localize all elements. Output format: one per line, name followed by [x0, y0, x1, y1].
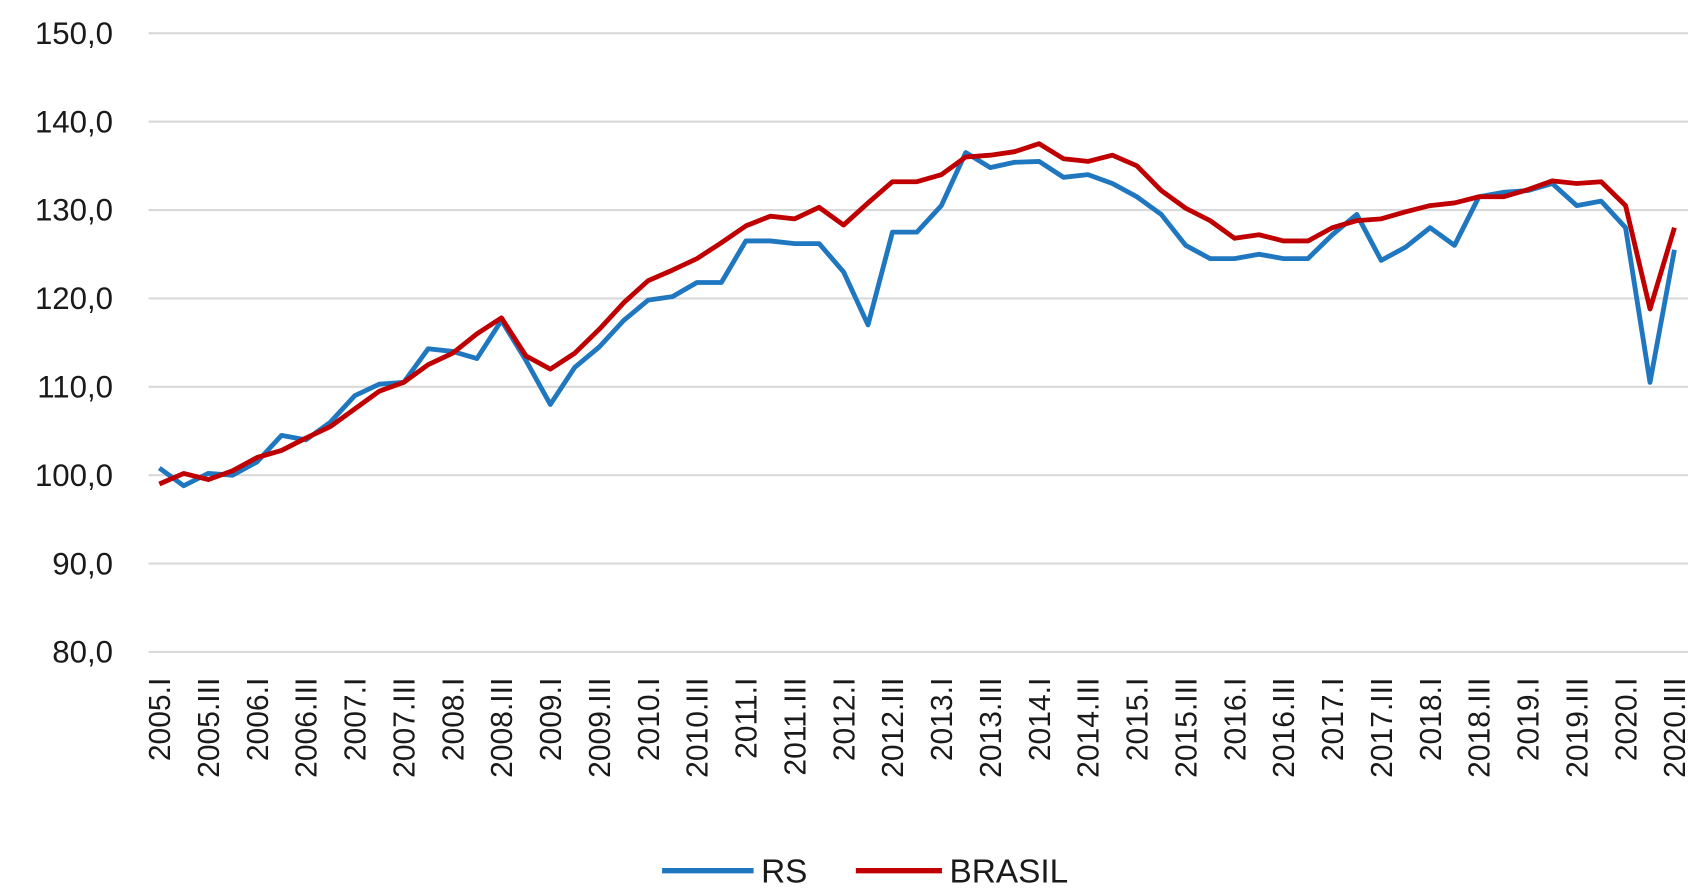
- y-tick-label: 150,0: [35, 16, 113, 51]
- y-tick-label: 110,0: [37, 370, 113, 405]
- x-tick-label: 2016.III: [1268, 678, 1301, 778]
- x-tick-label: 2019.I: [1513, 678, 1546, 761]
- x-tick-label: 2012.I: [828, 678, 861, 761]
- y-tick-label: 140,0: [35, 104, 113, 139]
- x-tick-label: 2017.III: [1366, 678, 1399, 778]
- x-tick-label: 2010.I: [633, 678, 666, 761]
- x-tick-label: 2017.I: [1317, 678, 1350, 761]
- y-tick-label: 90,0: [52, 546, 113, 581]
- x-tick-label: 2019.III: [1561, 678, 1594, 778]
- y-tick-label: 120,0: [35, 281, 113, 316]
- x-tick-label: 2013.III: [975, 678, 1008, 778]
- x-tick-label: 2007.I: [340, 678, 373, 761]
- legend-label: BRASIL: [950, 854, 1069, 890]
- x-tick-label: 2005.I: [144, 678, 177, 761]
- x-tick-label: 2008.III: [486, 678, 519, 778]
- x-tick-label: 2011.III: [779, 678, 812, 776]
- x-tick-label: 2018.III: [1464, 678, 1497, 778]
- x-tick-label: 2015.III: [1170, 678, 1203, 778]
- x-tick-label: 2011.I: [731, 678, 764, 759]
- x-tick-label: 2020.III: [1659, 678, 1688, 778]
- y-tick-label: 130,0: [35, 193, 113, 228]
- x-tick-label: 2016.I: [1219, 678, 1252, 761]
- y-tick-label: 100,0: [35, 458, 113, 493]
- x-tick-label: 2008.I: [437, 678, 470, 761]
- y-tick-label: 80,0: [52, 635, 113, 670]
- x-tick-label: 2006.III: [291, 678, 324, 778]
- x-tick-label: 2014.I: [1024, 678, 1057, 761]
- x-tick-label: 2005.III: [193, 678, 226, 778]
- x-tick-label: 2020.I: [1610, 678, 1643, 761]
- x-tick-label: 2013.I: [926, 678, 959, 761]
- x-tick-label: 2012.III: [877, 678, 910, 778]
- x-tick-label: 2014.III: [1073, 678, 1106, 778]
- x-tick-label: 2009.III: [584, 678, 617, 778]
- x-tick-label: 2018.I: [1415, 678, 1448, 761]
- series-line: [157, 150, 1677, 489]
- x-tick-label: 2009.I: [535, 678, 568, 761]
- x-tick-label: 2007.III: [388, 678, 421, 778]
- x-tick-label: 2006.I: [242, 678, 275, 761]
- legend-label: RS: [761, 854, 807, 890]
- x-tick-label: 2010.III: [682, 678, 715, 778]
- x-tick-label: 2015.I: [1122, 678, 1155, 761]
- series-line: [158, 141, 1677, 487]
